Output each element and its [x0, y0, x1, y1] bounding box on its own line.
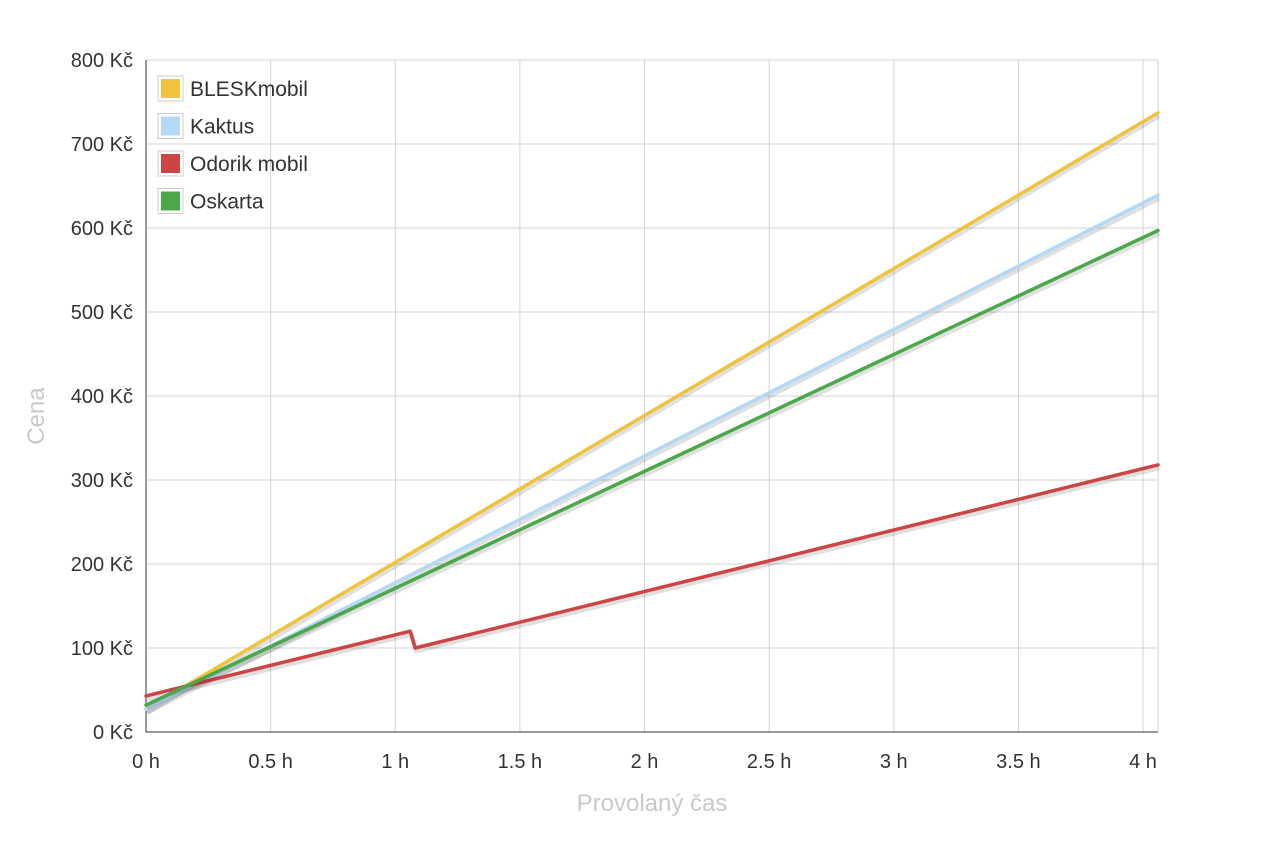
series-shadow-oskarta: [145, 231, 1161, 711]
axes: [145, 60, 1158, 733]
y-axis-title: Cena: [23, 387, 50, 445]
legend-swatch-oskarta: [161, 191, 180, 211]
y-tick-label: 200 Kč: [71, 554, 133, 576]
x-tick-label: 0.5 h: [248, 751, 292, 773]
x-tick-label: 0 h: [132, 751, 160, 773]
series-shadow-bleskmobil: [145, 113, 1161, 715]
legend-swatch-kaktus: [161, 116, 180, 136]
x-tick-label: 3.5 h: [996, 751, 1040, 773]
y-tick-label: 400 Kč: [71, 386, 133, 408]
y-tick-label: 700 Kč: [71, 134, 133, 156]
legend-item-kaktus[interactable]: Kaktus: [157, 113, 254, 139]
series-line-kaktus: [144, 193, 1160, 712]
y-tick-label: 800 Kč: [71, 50, 133, 72]
series-lines: [144, 111, 1161, 715]
x-axis-title: Provolaný čas: [577, 790, 728, 817]
legend-swatch-bleskmobil: [161, 79, 180, 98]
y-tick-label: 100 Kč: [71, 638, 133, 660]
y-tick-label: 500 Kč: [71, 302, 133, 324]
x-tick-label: 3 h: [880, 751, 908, 773]
legend-label-oskarta: Oskarta: [190, 191, 264, 214]
legend-swatch-odorik-mobil: [161, 154, 180, 173]
legend-item-odorik-mobil[interactable]: Odorik mobil: [157, 150, 308, 177]
y-tick-label: 0 Kč: [93, 722, 133, 744]
x-tick-label: 4 h: [1129, 751, 1157, 773]
series-line-bleskmobil: [144, 111, 1160, 712]
legend-label-odorik-mobil: Odorik mobil: [190, 153, 308, 176]
x-tick-label: 1.5 h: [498, 751, 542, 773]
y-tick-label: 600 Kč: [71, 218, 133, 240]
legend-item-bleskmobil[interactable]: BLESKmobil: [157, 75, 308, 102]
x-tick-label: 2 h: [631, 751, 659, 773]
grid: [146, 59, 1159, 732]
x-tick-label: 1 h: [381, 751, 409, 773]
legend-label-kaktus: Kaktus: [190, 116, 254, 139]
x-axis-ticks: 0 h 0.5 h 1 h 1.5 h 2 h 2.5 h 3 h 3.5 h 4 h: [132, 751, 1157, 773]
x-tick-label: 2.5 h: [747, 751, 791, 773]
legend-label-bleskmobil: BLESKmobil: [190, 78, 308, 101]
y-tick-label: 300 Kč: [71, 470, 133, 492]
series-line-odorik-mobil: [144, 463, 1160, 698]
y-axis-ticks: 0 Kč 100 Kč 200 Kč 300 Kč 400 Kč 500 Kč 600 Kč…: [71, 50, 133, 744]
legend[interactable]: BLESKmobil Kaktus Odorik mobil Oskarta: [157, 75, 308, 214]
series-line-oskarta: [144, 228, 1160, 707]
legend-item-oskarta[interactable]: Oskarta: [157, 188, 264, 214]
